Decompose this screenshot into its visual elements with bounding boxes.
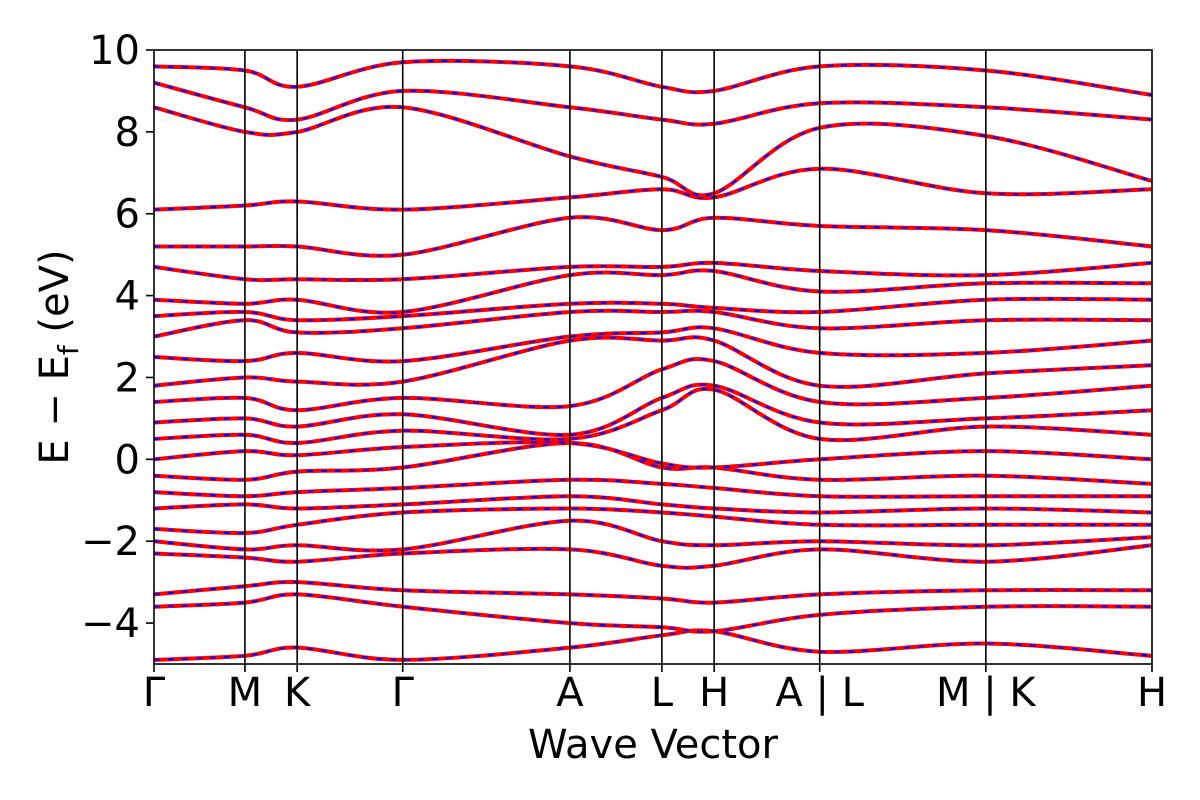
y-axis-title-group: E − Ef (eV) — [32, 249, 85, 464]
band-6-dashed — [154, 495, 1152, 514]
y-axis-title-main: E − E — [32, 355, 78, 465]
band-22-dashed — [154, 81, 1152, 126]
y-axis-title-sub: f — [52, 344, 85, 355]
y-ticks: −4 −2 0 2 4 6 8 10 — [81, 28, 154, 647]
band-2-dashed — [154, 581, 1152, 604]
y-tick-label-1: −2 — [81, 519, 140, 565]
y-tick-label-7: 10 — [89, 28, 140, 74]
band-7-dashed — [154, 478, 1152, 498]
x-tick-label-0: Γ — [143, 670, 166, 716]
band-2-solid — [154, 580, 1152, 605]
plot-frame — [153, 49, 1153, 665]
x-tick-label-5: L — [651, 670, 674, 716]
y-tick-label-6: 8 — [115, 110, 140, 156]
y-tick-label-5: 6 — [115, 192, 140, 238]
band-0-dashed — [154, 629, 1152, 661]
band-21-dashed — [154, 105, 1152, 197]
band-9-dashed — [154, 441, 1152, 469]
band-5-solid — [154, 506, 1152, 536]
band-12-dashed — [154, 358, 1152, 412]
band-19-solid — [154, 215, 1152, 258]
x-tick-label-2: K — [284, 670, 312, 716]
kpoint-lines — [244, 50, 987, 664]
band-11-dashed — [154, 383, 1152, 437]
y-tick-label-3: 2 — [115, 355, 140, 401]
band-18-solid — [154, 260, 1152, 283]
band-14-dashed — [154, 326, 1152, 363]
x-axis-title: Wave Vector — [528, 722, 779, 768]
x-tick-label-4: A — [556, 670, 584, 716]
x-tick-label-9: H — [1137, 670, 1167, 716]
band-0-solid — [154, 628, 1152, 662]
band-23-dashed — [154, 59, 1152, 96]
band-13-dashed — [154, 336, 1152, 388]
y-tick-label-0: −4 — [81, 601, 140, 647]
band-18-dashed — [154, 261, 1152, 282]
x-tick-label-3: Γ — [392, 670, 415, 716]
band-1-dashed — [154, 593, 1152, 633]
band-16-dashed — [154, 297, 1152, 322]
band-23-solid — [154, 58, 1152, 97]
band-20-dashed — [154, 167, 1152, 211]
x-tick-label-7: A | L — [775, 670, 864, 716]
band-17-solid — [154, 268, 1152, 315]
band-10-dashed — [154, 387, 1152, 445]
band-8-dashed — [154, 441, 1152, 485]
band-7-solid — [154, 477, 1152, 499]
y-axis-title: E − Ef (eV) — [32, 249, 85, 464]
band-4-dashed — [154, 519, 1152, 552]
y-tick-label-4: 4 — [115, 274, 140, 320]
band-5-dashed — [154, 507, 1152, 535]
band-13-solid — [154, 335, 1152, 389]
x-tick-label-6: H — [699, 670, 729, 716]
x-tick-label-1: M — [228, 670, 263, 716]
bands-layer — [154, 58, 1152, 662]
y-axis-title-unit: (eV) — [32, 249, 78, 345]
x-tick-label-8: M | K — [936, 670, 1037, 716]
band-15-dashed — [154, 309, 1152, 338]
band-17-dashed — [154, 269, 1152, 314]
band-3-dashed — [154, 544, 1152, 569]
band-19-dashed — [154, 216, 1152, 257]
band-3-solid — [154, 543, 1152, 570]
y-tick-label-2: 0 — [115, 437, 140, 483]
